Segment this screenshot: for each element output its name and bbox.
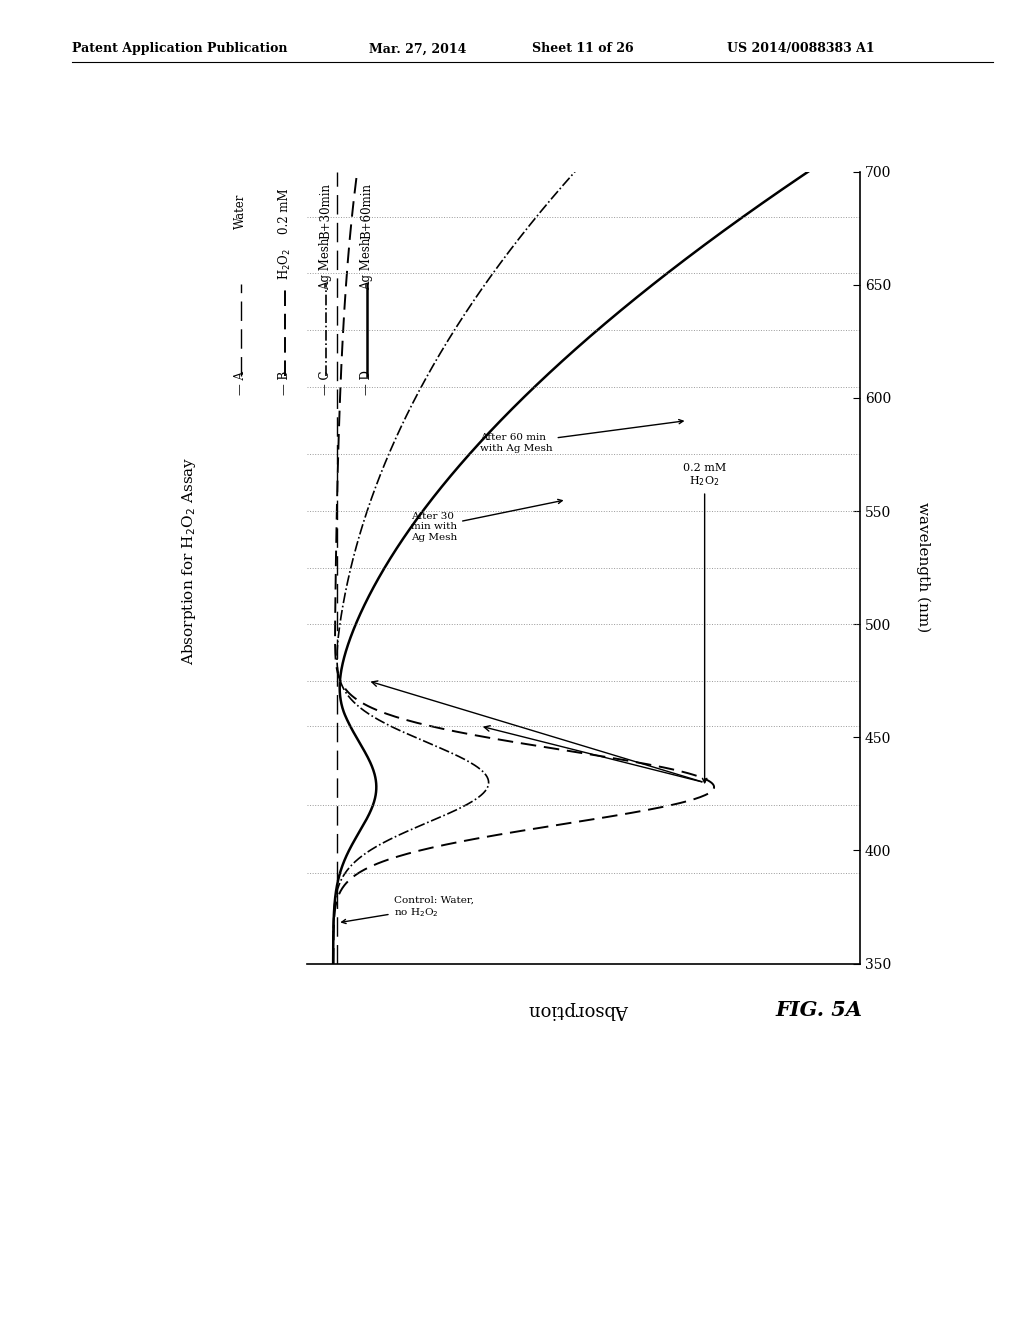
Text: FIG. 5A: FIG. 5A: [776, 999, 862, 1020]
Text: Absorption for H$_2$O$_2$ Assay: Absorption for H$_2$O$_2$ Assay: [180, 457, 199, 665]
Text: B+60min: B+60min: [360, 183, 373, 239]
Text: — A: — A: [234, 371, 247, 395]
Text: H$_2$O$_2$: H$_2$O$_2$: [276, 248, 293, 280]
Text: Patent Application Publication: Patent Application Publication: [72, 42, 287, 55]
Text: 0.2 mM: 0.2 mM: [279, 189, 291, 234]
Text: After 60 min
with Ag Mesh: After 60 min with Ag Mesh: [480, 420, 683, 453]
Text: Control: Water,
no H$_2$O$_2$: Control: Water, no H$_2$O$_2$: [342, 895, 473, 924]
Text: — B: — B: [279, 371, 291, 395]
Text: Ag Mesh: Ag Mesh: [360, 238, 373, 290]
Text: Water: Water: [234, 194, 247, 228]
Text: B+30min: B+30min: [319, 183, 332, 239]
Text: 0.2 mM
H$_2$O$_2$: 0.2 mM H$_2$O$_2$: [683, 462, 726, 783]
Text: Absorption: Absorption: [528, 1001, 629, 1019]
Y-axis label: wavelength (nm): wavelength (nm): [916, 503, 931, 632]
Text: Ag Mesh: Ag Mesh: [319, 238, 332, 290]
Text: Mar. 27, 2014: Mar. 27, 2014: [369, 42, 466, 55]
Text: After 30
min with
Ag Mesh: After 30 min with Ag Mesh: [411, 499, 562, 541]
Text: — D: — D: [360, 371, 373, 395]
Text: — C: — C: [319, 371, 332, 395]
Text: US 2014/0088383 A1: US 2014/0088383 A1: [727, 42, 874, 55]
Text: Sheet 11 of 26: Sheet 11 of 26: [532, 42, 634, 55]
